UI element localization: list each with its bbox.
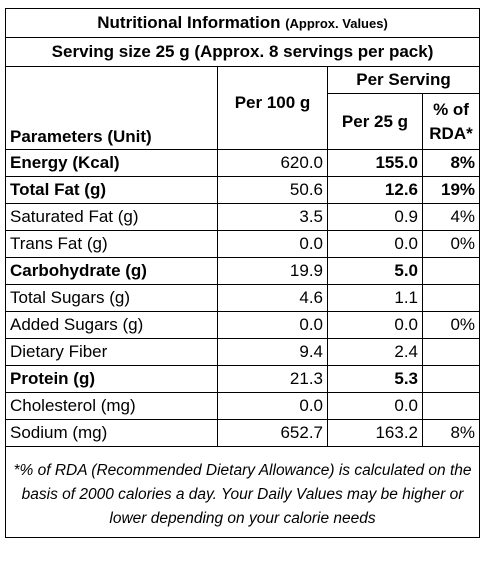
nutrient-name: Cholesterol (mg)	[5, 392, 218, 420]
value-per-25g: 1.1	[327, 284, 423, 312]
value-per-25g: 163.2	[327, 419, 423, 447]
value-per-100g: 0.0	[217, 311, 328, 339]
header-per-25g: Per 25 g	[327, 93, 423, 150]
nutrient-row: Energy (Kcal) 620.0 155.0 8%	[5, 149, 481, 177]
header-row-2: Per 25 g % of RDA*	[6, 93, 481, 150]
nutrient-name: Saturated Fat (g)	[5, 203, 218, 231]
nutrient-name: Energy (Kcal)	[5, 149, 218, 177]
footnote: *% of RDA (Recommended Dietary Allowance…	[4, 446, 481, 538]
nutrient-row: Total Fat (g) 50.6 12.6 19%	[5, 176, 481, 204]
nutrient-row: Total Sugars (g) 4.6 1.1	[5, 284, 481, 312]
nutrient-row: Dietary Fiber 9.4 2.4	[5, 338, 481, 366]
value-rda: 4%	[421, 203, 481, 231]
nutrient-row: Cholesterol (mg) 0.0 0.0	[5, 392, 481, 420]
header-per-100g: Per 100 g	[217, 66, 328, 150]
value-per-25g: 155.0	[327, 149, 423, 177]
serving-row: Serving size 25 g (Approx. 8 servings pe…	[4, 37, 481, 67]
value-per-25g: 0.0	[327, 230, 423, 258]
nutrient-name: Sodium (mg)	[5, 419, 218, 447]
value-rda: 0%	[421, 230, 481, 258]
title-row: Nutritional Information (Approx. Values)	[4, 8, 481, 38]
value-rda: 8%	[421, 419, 481, 447]
serving-size: Serving size 25 g (Approx. 8 servings pe…	[4, 37, 481, 67]
value-per-100g: 3.5	[217, 203, 328, 231]
value-per-100g: 652.7	[217, 419, 328, 447]
value-per-25g: 2.4	[327, 338, 423, 366]
title-main: Nutritional Information	[97, 12, 281, 32]
value-per-25g: 0.9	[327, 203, 423, 231]
value-per-25g: 5.0	[327, 257, 423, 285]
value-rda	[421, 365, 481, 393]
value-rda: 8%	[421, 149, 481, 177]
value-per-100g: 9.4	[217, 338, 328, 366]
value-per-100g: 50.6	[217, 176, 328, 204]
nutrient-row: Saturated Fat (g) 3.5 0.9 4%	[5, 203, 481, 231]
nutrient-name: Added Sugars (g)	[5, 311, 218, 339]
nutrient-name: Total Sugars (g)	[5, 284, 218, 312]
value-rda	[421, 284, 481, 312]
header-per-serving: Per Serving	[326, 66, 481, 94]
value-rda: 0%	[421, 311, 481, 339]
value-per-100g: 620.0	[217, 149, 328, 177]
value-per-25g: 0.0	[327, 311, 423, 339]
value-rda	[421, 338, 481, 366]
value-rda: 19%	[421, 176, 481, 204]
value-per-100g: 19.9	[217, 257, 328, 285]
title-sub: (Approx. Values)	[285, 15, 388, 31]
nutrition-table: Nutritional Information (Approx. Values)…	[4, 8, 481, 538]
nutrient-name: Dietary Fiber	[5, 338, 218, 366]
header-row-1: Parameters (Unit) Per 100 g Per Serving	[5, 66, 481, 150]
value-rda	[421, 392, 481, 420]
value-per-100g: 21.3	[217, 365, 328, 393]
value-per-100g: 4.6	[217, 284, 328, 312]
nutrient-row: Carbohydrate (g) 19.9 5.0	[5, 257, 481, 285]
value-per-25g: 5.3	[327, 365, 423, 393]
nutrient-row: Added Sugars (g) 0.0 0.0 0%	[5, 311, 481, 339]
nutrient-name: Total Fat (g)	[5, 176, 218, 204]
value-per-100g: 0.0	[217, 230, 328, 258]
footnote-row: *% of RDA (Recommended Dietary Allowance…	[4, 446, 481, 538]
nutrient-row: Trans Fat (g) 0.0 0.0 0%	[5, 230, 481, 258]
nutrient-name: Protein (g)	[5, 365, 218, 393]
nutrient-name: Trans Fat (g)	[5, 230, 218, 258]
value-per-25g: 12.6	[327, 176, 423, 204]
value-per-100g: 0.0	[217, 392, 328, 420]
header-parameters: Parameters (Unit)	[5, 66, 218, 150]
value-per-25g: 0.0	[327, 392, 423, 420]
header-rda: % of RDA*	[421, 93, 481, 150]
nutrient-row: Sodium (mg) 652.7 163.2 8%	[5, 419, 481, 447]
nutrient-row: Protein (g) 21.3 5.3	[5, 365, 481, 393]
nutrient-name: Carbohydrate (g)	[5, 257, 218, 285]
table-title: Nutritional Information (Approx. Values)	[4, 8, 481, 38]
value-rda	[421, 257, 481, 285]
